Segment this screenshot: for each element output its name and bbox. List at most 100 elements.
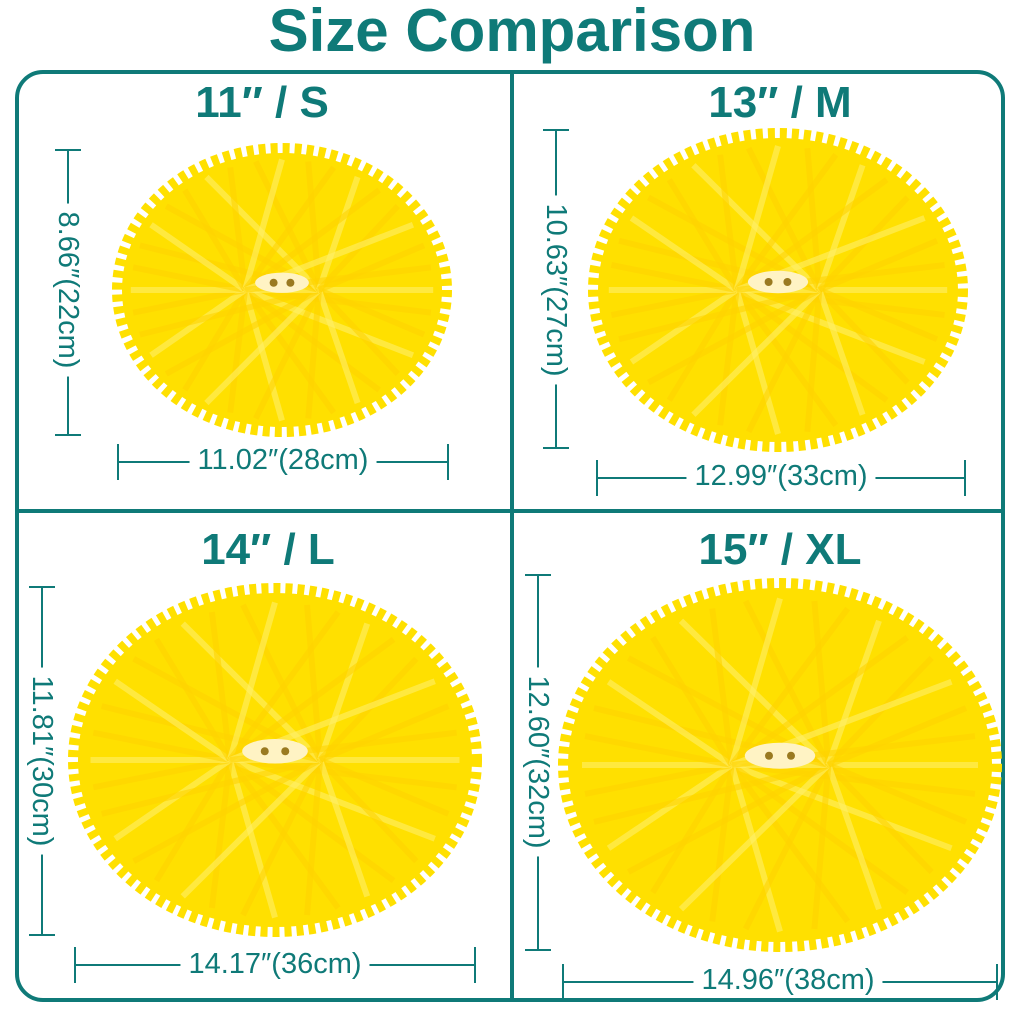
streamer-xl xyxy=(606,679,734,768)
streamer-s xyxy=(227,167,249,291)
streamer-m xyxy=(816,289,866,416)
streamer-xl xyxy=(728,764,783,933)
streamer-m xyxy=(717,154,740,291)
streamer-l xyxy=(228,636,396,763)
streamer-m xyxy=(629,215,739,293)
streamer-s xyxy=(316,289,361,404)
streamer-xl xyxy=(827,762,968,825)
streamer-xl xyxy=(584,733,733,768)
handle-l xyxy=(242,739,308,764)
streamer-l xyxy=(304,604,324,761)
screw-icon xyxy=(783,278,792,286)
streamer-s xyxy=(242,289,285,422)
streamer-s xyxy=(242,158,285,291)
streamer-m xyxy=(816,164,866,291)
streamer-l xyxy=(227,610,341,762)
streamer-xl xyxy=(584,762,733,797)
streamer-m xyxy=(610,262,738,293)
streamer-xl xyxy=(650,763,735,895)
streamer-l xyxy=(229,757,458,791)
streamer-s xyxy=(132,287,246,316)
horizontal-divider xyxy=(15,509,1005,513)
streamer-xl xyxy=(606,762,734,851)
streamer-l xyxy=(228,757,396,884)
streamer-m xyxy=(745,288,823,434)
streamer-s xyxy=(139,287,320,338)
streamer-l xyxy=(318,757,450,817)
streamer-xl xyxy=(742,599,832,767)
screw-icon xyxy=(260,747,269,756)
streamer-xl xyxy=(825,619,882,766)
handle-m xyxy=(747,270,809,294)
streamer-m xyxy=(733,289,781,435)
screw-icon xyxy=(269,278,278,287)
streamer-l xyxy=(100,757,321,817)
streamer-l xyxy=(304,759,324,916)
screw-icon xyxy=(764,278,773,286)
handle-xl xyxy=(744,742,816,769)
width-label-s: 11.02″(28cm) xyxy=(189,443,377,477)
streamer-s xyxy=(204,287,322,406)
streamer-xl xyxy=(678,762,831,912)
streamer-l xyxy=(153,637,233,762)
streamer-m xyxy=(745,146,823,292)
streamer-xl xyxy=(729,606,851,767)
streamer-s xyxy=(164,287,321,377)
streamer-m xyxy=(691,287,822,417)
streamer-xl xyxy=(650,635,735,767)
streamer-s xyxy=(182,188,248,292)
streamer-m xyxy=(646,287,821,386)
streamer-s xyxy=(182,288,248,392)
streamer-s xyxy=(242,165,337,292)
pompom-fringe-xl xyxy=(558,578,1002,952)
streamer-l xyxy=(318,703,450,763)
streamer-m xyxy=(818,287,939,343)
streamer-m xyxy=(817,287,910,385)
streamer-m xyxy=(804,289,823,433)
streamer-l xyxy=(132,757,322,864)
streamer-s xyxy=(316,287,401,376)
streamer-l xyxy=(317,622,371,761)
height-label-l: 11.81″(30cm) xyxy=(25,667,59,855)
streamer-m xyxy=(734,152,839,292)
streamer-l xyxy=(227,759,278,919)
height-label-m: 10.63″(27cm) xyxy=(539,195,573,385)
streamer-m xyxy=(666,178,740,292)
streamer-xl xyxy=(729,635,910,768)
streamer-xl xyxy=(742,763,832,931)
streamer-xl xyxy=(827,705,968,768)
size-label-l: 14″ / L xyxy=(201,525,335,574)
screw-icon xyxy=(281,747,290,756)
width-label-m: 12.99″(33cm) xyxy=(686,459,876,493)
streamer-xl xyxy=(593,762,830,825)
streamer-m xyxy=(618,287,821,343)
page-title: Size Comparison xyxy=(268,0,756,64)
streamer-l xyxy=(153,758,233,883)
screw-icon xyxy=(286,278,295,287)
streamer-l xyxy=(227,601,278,761)
streamer-l xyxy=(240,758,323,917)
size-label-s: 11″ / S xyxy=(195,78,329,127)
streamer-xl xyxy=(709,608,735,766)
streamer-s xyxy=(305,289,322,419)
pompom-fringe-m xyxy=(588,128,968,452)
streamer-s xyxy=(149,222,247,293)
streamer-l xyxy=(208,611,233,761)
streamer-xl xyxy=(729,762,910,895)
streamer-xl xyxy=(826,762,934,875)
streamer-xl xyxy=(825,764,882,911)
streamer-l xyxy=(240,603,323,762)
width-label-l: 14.17″(36cm) xyxy=(180,947,370,981)
streamer-m xyxy=(736,287,945,318)
streamer-s xyxy=(243,187,381,293)
streamer-s xyxy=(132,264,246,293)
streamer-l xyxy=(317,759,371,898)
streamer-s xyxy=(317,287,426,338)
streamer-m xyxy=(610,287,738,318)
size-label-xl: 15″ / XL xyxy=(698,525,862,574)
streamer-s xyxy=(253,288,322,420)
streamer-xl xyxy=(728,597,783,766)
streamer-m xyxy=(804,147,823,291)
streamer-m xyxy=(734,177,889,293)
